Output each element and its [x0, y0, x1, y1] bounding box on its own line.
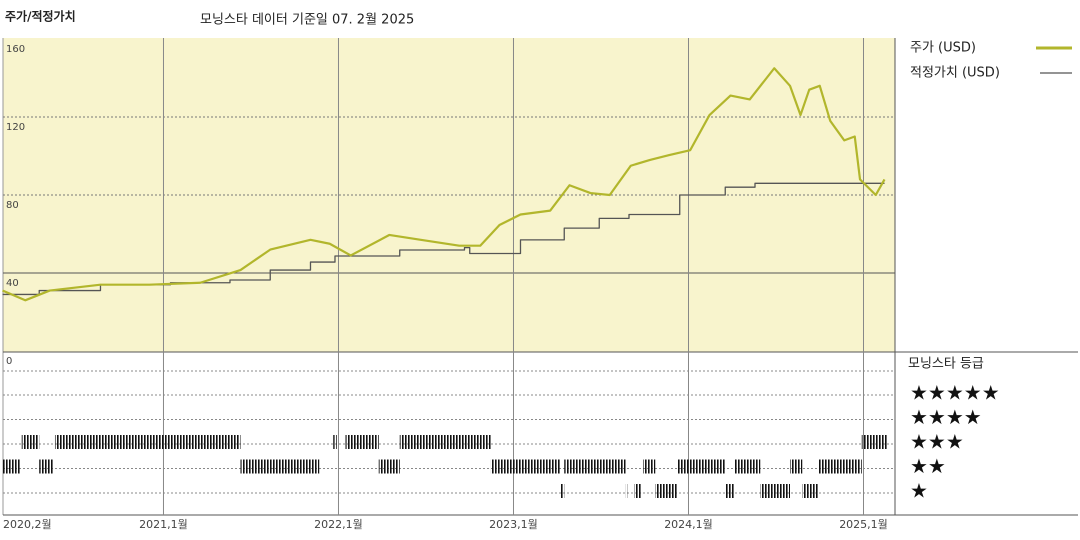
- rating-bar: [817, 459, 862, 474]
- y-tick-label: 160: [6, 44, 25, 55]
- chart-title: 주가/적정가치: [5, 9, 76, 24]
- y-tick-label: 0: [6, 356, 12, 367]
- y-tick-label: 120: [6, 122, 25, 133]
- rating-bar: [655, 484, 678, 498]
- rating-bar: [634, 484, 642, 498]
- series-line: [2, 67, 886, 302]
- rating-bar: [378, 459, 400, 474]
- rating-bar: [725, 484, 734, 498]
- chart-subtitle: 모닝스타 데이터 기준일 07. 2월 2025: [200, 13, 414, 28]
- x-tick-label: 2021,1월: [139, 518, 188, 531]
- rating-bar: [560, 484, 565, 498]
- legend-label: 적정가치 (USD): [910, 66, 1000, 81]
- rating-bar: [642, 459, 656, 474]
- ratings-title: 모닝스타 등급: [908, 357, 984, 372]
- star-label: ★★★: [910, 430, 964, 454]
- x-tick-label: 2020,2월: [3, 518, 52, 531]
- y-tick-label: 80: [6, 200, 19, 211]
- rating-bar: [490, 459, 561, 474]
- rating-bar: [564, 459, 626, 474]
- star-label: ★★: [910, 454, 946, 478]
- rating-bar: [399, 435, 491, 449]
- x-tick-label: 2024,1월: [664, 518, 713, 531]
- star-label: ★: [910, 479, 928, 503]
- x-tick-label: 2025,1월: [839, 518, 888, 531]
- star-label: ★★★★: [910, 405, 982, 429]
- rating-bar: [733, 459, 761, 474]
- rating-bar: [240, 459, 320, 474]
- rating-bar: [333, 435, 337, 449]
- x-tick-label: 2022,1월: [314, 518, 363, 531]
- rating-bar: [677, 459, 726, 474]
- rating-bar: [625, 484, 628, 498]
- y-tick-label: 40: [6, 278, 19, 289]
- rating-bar: [789, 459, 803, 474]
- rating-bar: [345, 435, 379, 449]
- rating-bar: [54, 435, 241, 449]
- series-line: [2, 182, 885, 296]
- star-label: ★★★★★: [910, 381, 1000, 405]
- rating-bar: [2, 459, 20, 474]
- rating-bar: [760, 484, 790, 498]
- rating-bar: [802, 484, 818, 498]
- rating-bar: [861, 435, 888, 449]
- x-tick-label: 2023,1월: [489, 518, 538, 531]
- legend-label: 주가 (USD): [910, 41, 976, 56]
- rating-bar: [21, 435, 40, 449]
- rating-bar: [39, 459, 54, 474]
